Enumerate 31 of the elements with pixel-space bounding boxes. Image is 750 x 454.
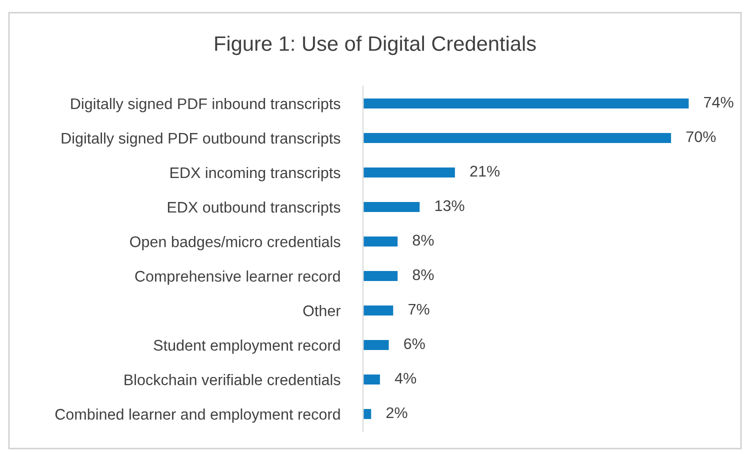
bar <box>363 270 399 282</box>
bar <box>363 408 373 420</box>
bar <box>363 338 390 352</box>
data-label: 8% <box>412 269 434 280</box>
data-label: 13% <box>435 200 464 212</box>
bar <box>363 132 672 144</box>
y-tick-label: EDX outbound transcripts <box>168 201 340 216</box>
y-tick-label: Comprehensive learner record <box>135 270 340 285</box>
y-tick-label: Student employment record <box>154 340 340 354</box>
bar <box>363 304 395 317</box>
y-tick-label: Other <box>303 305 341 316</box>
data-label: 6% <box>404 338 425 350</box>
data-label: 8% <box>412 234 434 246</box>
data-label: 74% <box>704 96 734 108</box>
bar <box>363 166 456 179</box>
data-label: 4% <box>394 372 416 384</box>
bar <box>363 200 422 214</box>
y-tick-label: Combined learner and employment record <box>55 408 340 423</box>
chart-title: Figure 1: Use of Digital Credentials <box>215 36 536 56</box>
data-label: 70% <box>686 131 716 142</box>
data-label: 7% <box>408 304 430 315</box>
bar <box>363 235 399 248</box>
y-tick-label: Digitally signed PDF inbound transcripts <box>71 98 340 112</box>
data-label: 2% <box>386 407 408 418</box>
y-tick-label: Open badges/micro credentials <box>130 236 340 250</box>
y-tick-label: Digitally signed PDF outbound transcripts <box>62 132 340 147</box>
bar <box>363 97 690 110</box>
y-tick-label: Blockchain verifiable credentials <box>124 374 340 386</box>
y-tick-label: EDX incoming transcripts <box>170 166 340 182</box>
bar <box>363 373 382 386</box>
data-label: 21% <box>470 166 500 177</box>
